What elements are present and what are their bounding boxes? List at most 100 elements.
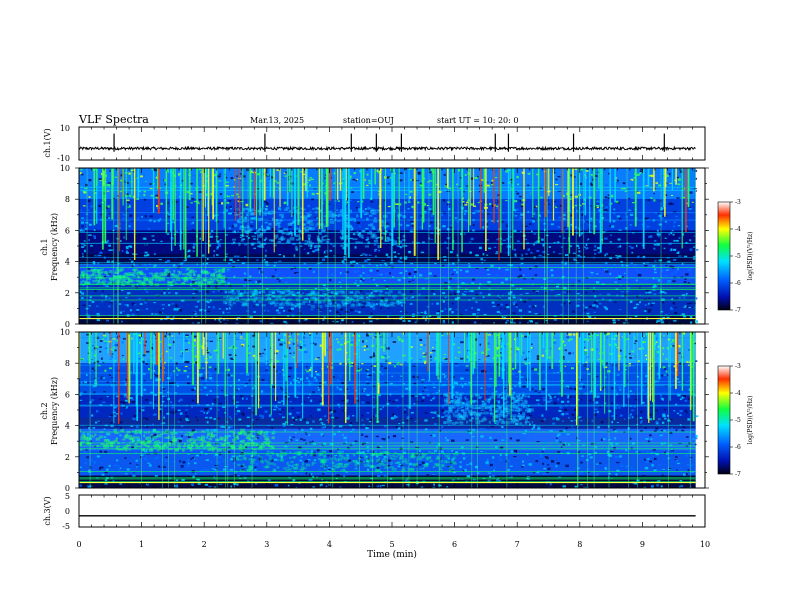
psd-speckle xyxy=(534,274,538,276)
psd-speckle xyxy=(222,459,226,462)
psd-speckle xyxy=(375,284,379,287)
psd-emission xyxy=(247,298,253,301)
psd-speckle xyxy=(688,376,691,379)
psd-emission xyxy=(82,274,85,277)
psd-speckle xyxy=(88,179,92,182)
psd-speckle xyxy=(654,409,658,412)
psd-speckle xyxy=(694,302,696,305)
psd-emission xyxy=(99,271,104,274)
psd-emission xyxy=(372,227,376,231)
psd-speckle xyxy=(214,453,219,456)
psd-emission xyxy=(202,278,207,282)
psd-speckle xyxy=(310,308,314,311)
psd-emission xyxy=(217,269,221,273)
psd-speckle xyxy=(227,282,231,285)
psd-emission xyxy=(364,304,370,307)
psd-speckle xyxy=(243,337,246,340)
psd-speckle xyxy=(612,212,616,215)
psd-speckle xyxy=(84,187,88,190)
psd-speckle xyxy=(630,431,634,434)
psd-speckle xyxy=(604,332,607,334)
psd-speckle xyxy=(500,242,503,245)
psd-speckle xyxy=(248,233,252,237)
psd-speckle xyxy=(456,254,459,257)
psd-speckle xyxy=(674,215,679,218)
psd-speckle xyxy=(274,269,277,271)
psd-emission xyxy=(216,276,221,279)
psd-emission xyxy=(282,290,285,294)
psd-speckle xyxy=(229,468,234,471)
psd-speckle xyxy=(556,250,558,252)
psd-speckle xyxy=(402,254,405,257)
psd-speckle xyxy=(584,309,587,312)
psd-speckle xyxy=(589,183,593,186)
psd-speckle xyxy=(580,279,584,282)
psd-speckle xyxy=(376,474,381,477)
psd-emission xyxy=(376,289,381,292)
psd-speckle xyxy=(120,174,123,177)
psd-speckle xyxy=(562,195,565,197)
psd-speckle xyxy=(451,321,454,324)
psd-emission xyxy=(312,291,317,296)
psd-emission xyxy=(335,291,338,294)
psd-speckle xyxy=(283,201,287,205)
psd-speckle xyxy=(498,267,501,270)
psd-speckle xyxy=(224,302,228,305)
psd-speckle xyxy=(387,464,390,467)
psd-speckle xyxy=(461,293,464,295)
psd-speckle xyxy=(420,182,423,185)
psd-speckle xyxy=(604,209,608,212)
psd-speckle xyxy=(228,450,231,453)
psd-speckle xyxy=(624,190,628,192)
psd-speckle xyxy=(264,410,268,413)
psd-speckle xyxy=(428,254,432,257)
psd-speckle xyxy=(289,382,292,385)
psd-emission xyxy=(145,277,149,281)
psd-speckle xyxy=(80,173,84,176)
psd-speckle xyxy=(99,421,102,423)
psd-speckle xyxy=(660,429,664,432)
psd-emission xyxy=(180,282,186,285)
psd-speckle xyxy=(460,177,462,179)
psd-speckle xyxy=(636,375,640,378)
psd-speckle xyxy=(451,439,455,442)
psd-speckle xyxy=(448,281,451,283)
psd-speckle xyxy=(604,376,607,378)
psd-emission xyxy=(80,271,85,274)
psd-speckle xyxy=(191,229,195,231)
psd-speckle xyxy=(163,416,165,419)
psd-speckle xyxy=(356,249,359,252)
psd-speckle xyxy=(283,319,287,322)
psd-speckle xyxy=(572,247,577,250)
psd-speckle xyxy=(102,401,106,404)
psd-speckle xyxy=(407,320,411,323)
psd-speckle xyxy=(441,409,445,412)
psd-speckle xyxy=(330,410,333,413)
psd-emission xyxy=(161,272,166,275)
psd-speckle xyxy=(243,272,246,275)
psd-emission xyxy=(252,300,256,303)
psd-speckle xyxy=(145,307,149,311)
psd-speckle xyxy=(292,243,296,245)
psd-speckle xyxy=(616,200,619,203)
psd-speckle xyxy=(351,321,354,323)
psd-speckle xyxy=(666,414,669,417)
psd-emission xyxy=(285,293,288,297)
psd-speckle xyxy=(147,228,151,230)
psd-speckle xyxy=(429,221,433,224)
psd-speckle xyxy=(564,236,568,238)
psd-emission xyxy=(143,280,146,283)
psd-speckle xyxy=(481,400,485,403)
psd-speckle xyxy=(517,297,520,299)
psd-emission xyxy=(304,229,310,232)
psd-emission xyxy=(222,281,226,284)
psd-speckle xyxy=(687,206,692,208)
psd-speckle xyxy=(414,233,419,235)
psd-speckle xyxy=(501,315,504,318)
psd-emission xyxy=(377,229,383,232)
psd-speckle xyxy=(150,194,154,197)
psd-speckle xyxy=(557,451,561,453)
psd-speckle xyxy=(322,199,325,201)
psd-speckle xyxy=(161,303,165,306)
psd-speckle xyxy=(254,469,257,471)
